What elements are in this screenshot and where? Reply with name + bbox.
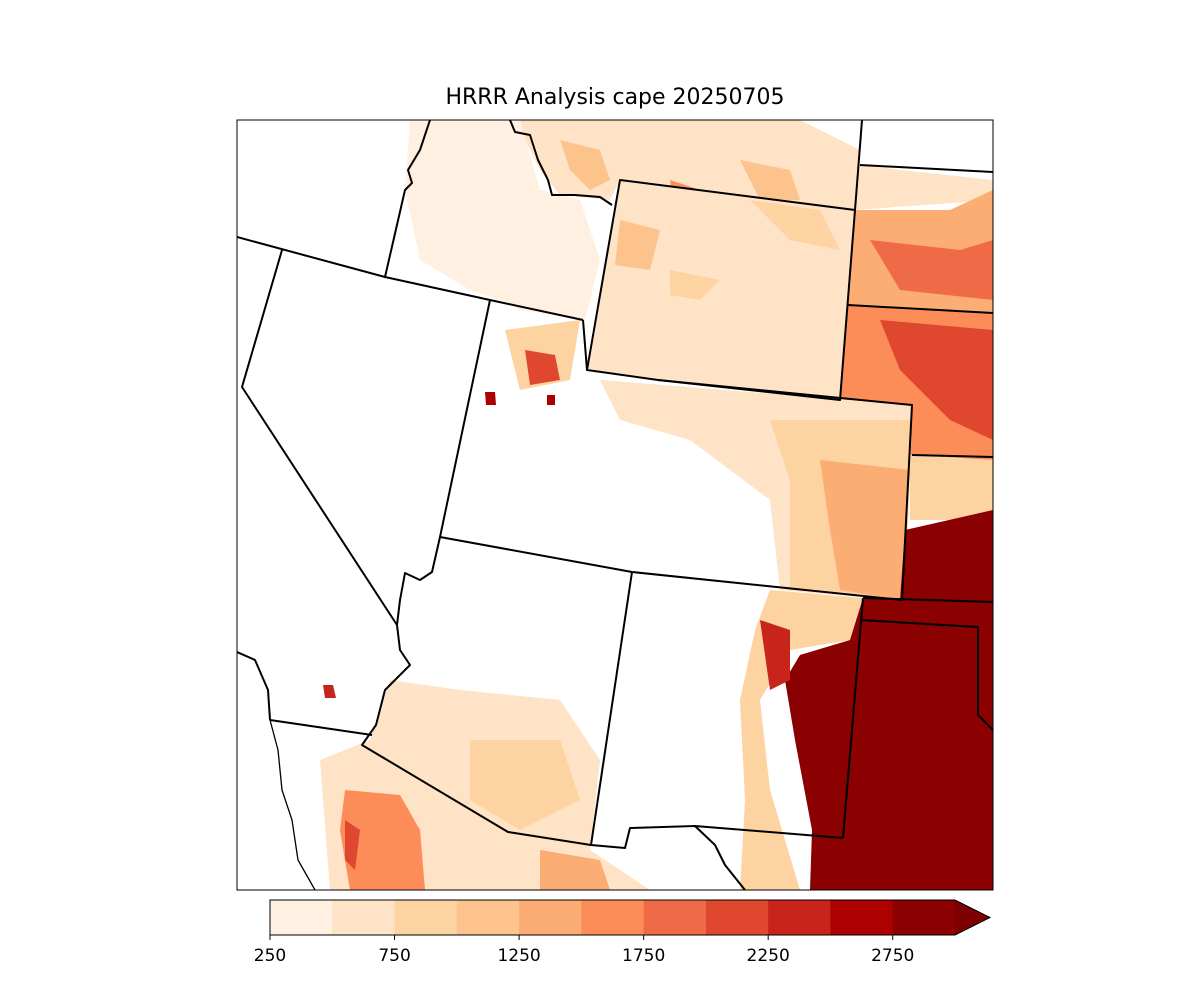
colorbar-box bbox=[581, 900, 645, 935]
cape-region bbox=[470, 740, 580, 830]
colorbar-box bbox=[768, 900, 831, 935]
colorbar-box bbox=[830, 900, 894, 935]
cape-field bbox=[320, 120, 993, 890]
cape-region bbox=[323, 685, 336, 698]
colorbar-tick-label: 2750 bbox=[871, 946, 914, 966]
cape-region bbox=[855, 165, 993, 210]
cape-region bbox=[870, 240, 993, 300]
colorbar-extend bbox=[955, 900, 990, 935]
cape-region bbox=[345, 820, 360, 870]
cape-region bbox=[547, 395, 555, 405]
colorbar-tick-label: 1250 bbox=[497, 946, 540, 966]
cape-region bbox=[760, 620, 790, 690]
colorbar-tick-label: 750 bbox=[378, 946, 410, 966]
cape-region bbox=[910, 455, 993, 520]
borders bbox=[237, 120, 993, 890]
colorbar-box bbox=[456, 900, 520, 935]
colorbar-box bbox=[332, 900, 396, 935]
cape-region bbox=[525, 350, 560, 385]
cape-region bbox=[740, 160, 800, 200]
colorbar-box bbox=[519, 900, 582, 935]
cape-region bbox=[820, 460, 910, 600]
colorbar-box bbox=[643, 900, 707, 935]
cape-region bbox=[900, 510, 993, 602]
cape-region bbox=[340, 790, 425, 890]
colorbar-outline bbox=[269, 899, 992, 936]
colorbar-tick-label: 1750 bbox=[622, 946, 665, 966]
colorbar: 250 750 1250 1750 2250 2750 bbox=[254, 899, 992, 966]
colorbar-box bbox=[892, 900, 956, 935]
map-title: HRRR Analysis cape 20250705 bbox=[445, 85, 784, 110]
cape-region bbox=[485, 392, 496, 405]
cape-region bbox=[750, 200, 840, 250]
colorbar-box bbox=[394, 900, 458, 935]
cape-region bbox=[785, 598, 993, 890]
colorbar-box bbox=[705, 900, 769, 935]
cape-region bbox=[560, 140, 610, 190]
map-frame bbox=[236, 119, 994, 891]
cape-region bbox=[880, 320, 993, 440]
cape-region bbox=[670, 270, 720, 300]
colorbar-tick-label: 2250 bbox=[747, 946, 790, 966]
colorbar-tick-label: 250 bbox=[254, 946, 286, 966]
colorbar-box bbox=[270, 900, 333, 935]
cape-region bbox=[540, 850, 610, 890]
cape-region bbox=[615, 220, 660, 270]
cape-region bbox=[405, 120, 600, 320]
